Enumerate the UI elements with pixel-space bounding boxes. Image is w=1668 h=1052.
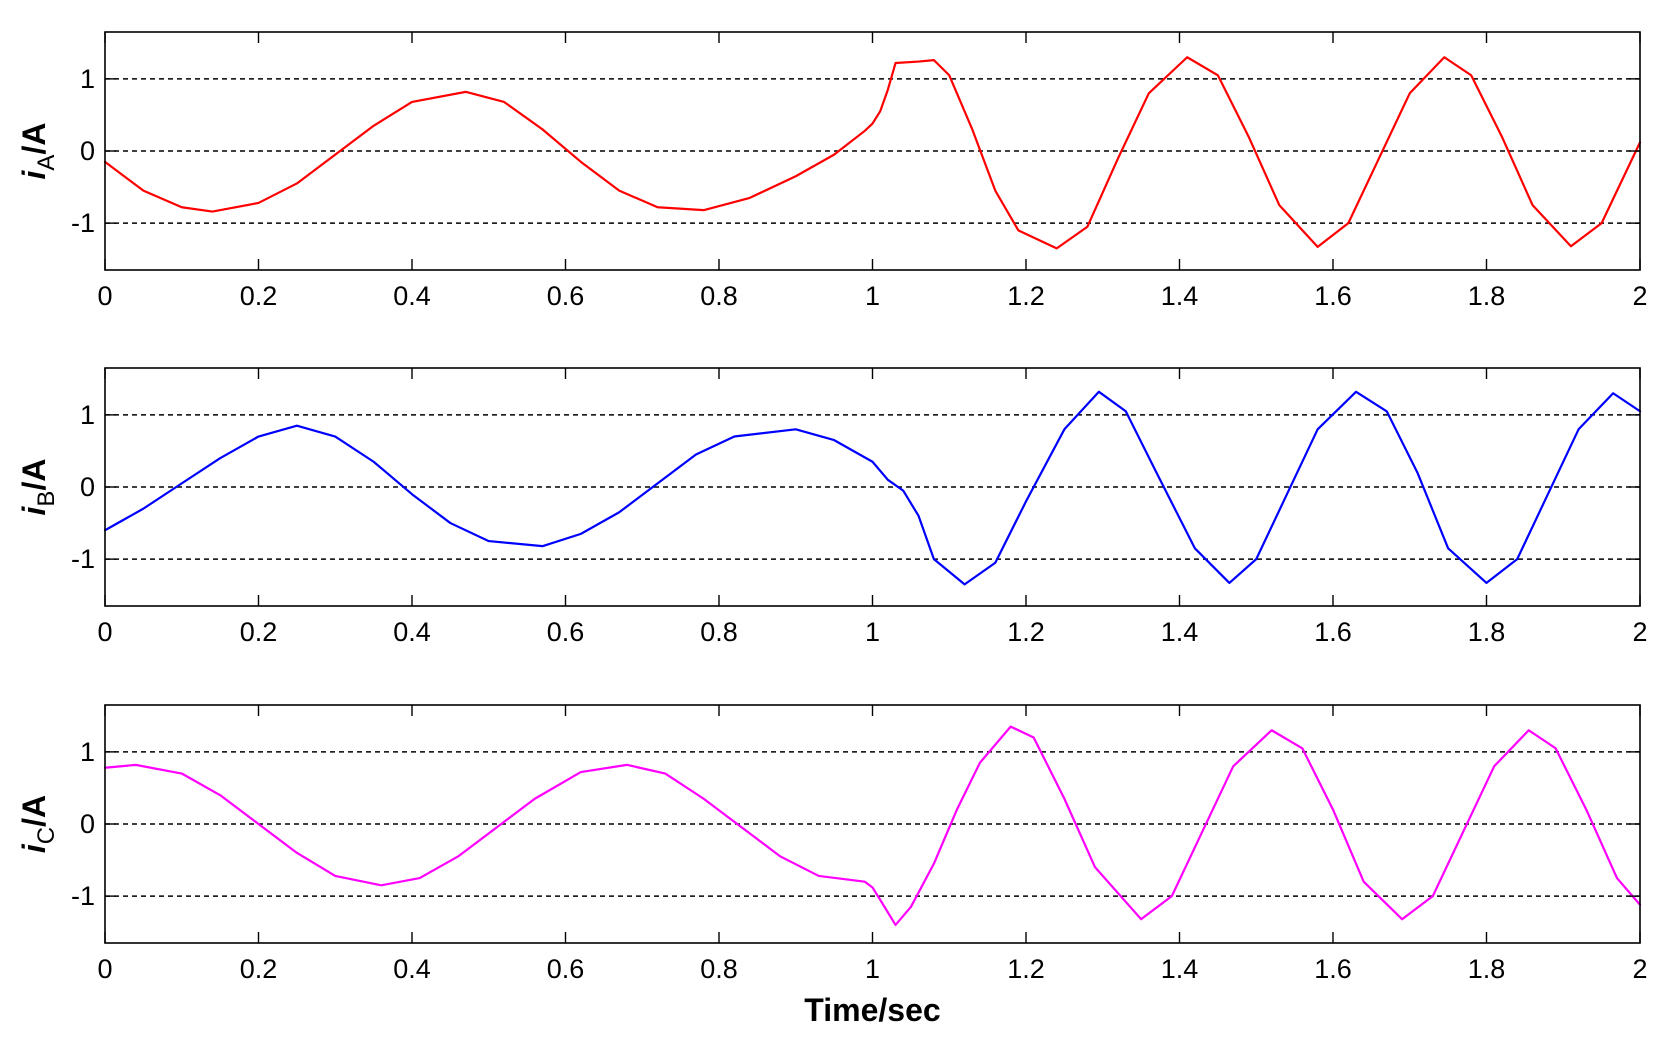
x-tick-label-6: 1.2 [1007, 281, 1045, 311]
subplot-1: 0 0.2 0.4 0.6 0.8 1 1.2 1.4 1.6 1.8 2 -1 0 1 iA/A [16, 31, 1648, 311]
x-tick-label-2: 0.4 [393, 954, 431, 984]
x-tick-label-8: 1.6 [1314, 281, 1352, 311]
x-tick-label-4: 0.8 [700, 617, 738, 647]
x-tick-label-4: 0.8 [700, 281, 738, 311]
series-line-1 [103, 725, 1642, 927]
x-axis-label: Time/sec [804, 992, 940, 1028]
y-tick-label-2: 1 [80, 400, 95, 430]
y-axis-label: iA/A [16, 123, 60, 180]
y-axis-label-symbol: i [16, 169, 52, 179]
x-tick-label-8: 1.6 [1314, 954, 1352, 984]
x-tick-label-2: 0.4 [393, 617, 431, 647]
series-line-1 [103, 390, 1642, 586]
series-line-1 [103, 56, 1642, 250]
x-tick-label-10: 2 [1632, 617, 1647, 647]
x-tick-label-9: 1.8 [1468, 954, 1506, 984]
x-tick-label-3: 0.6 [547, 617, 585, 647]
x-tick-label-3: 0.6 [547, 954, 585, 984]
y-tick-label-1: 0 [80, 136, 95, 166]
y-axis-label-symbol: i [16, 505, 52, 515]
x-tick-label-9: 1.8 [1468, 617, 1506, 647]
y-axis-label-subscript: A [33, 155, 60, 171]
x-tick-label-10: 2 [1632, 954, 1647, 984]
x-tick-label-7: 1.4 [1161, 954, 1199, 984]
x-tick-label-8: 1.6 [1314, 617, 1352, 647]
x-tick-label-0: 0 [97, 281, 112, 311]
y-axis-label-symbol: i [16, 843, 52, 853]
x-tick-label-10: 2 [1632, 281, 1647, 311]
x-tick-label-6: 1.2 [1007, 954, 1045, 984]
x-tick-label-4: 0.8 [700, 954, 738, 984]
subplot-3: 0 0.2 0.4 0.6 0.8 1 1.2 1.4 1.6 1.8 2 -1 0 1 iC/A Time/… [16, 704, 1648, 1028]
y-axis-label-unit: /A [16, 459, 52, 491]
x-tick-label-5: 1 [865, 281, 880, 311]
x-tick-label-7: 1.4 [1161, 617, 1199, 647]
y-tick-label-1: 0 [80, 809, 95, 839]
x-tick-label-1: 0.2 [240, 281, 278, 311]
x-tick-label-5: 1 [865, 617, 880, 647]
x-tick-label-3: 0.6 [547, 281, 585, 311]
x-tick-label-1: 0.2 [240, 617, 278, 647]
x-tick-label-6: 1.2 [1007, 617, 1045, 647]
y-tick-label-0: -1 [71, 881, 95, 911]
y-tick-label-2: 1 [80, 737, 95, 767]
x-tick-label-2: 0.4 [393, 281, 431, 311]
x-tick-label-9: 1.8 [1468, 281, 1506, 311]
y-tick-label-0: -1 [71, 208, 95, 238]
x-tick-label-1: 0.2 [240, 954, 278, 984]
y-tick-label-1: 0 [80, 472, 95, 502]
y-axis-label: iB/A [16, 459, 60, 516]
y-axis-label: iC/A [16, 795, 60, 853]
y-tick-label-0: -1 [71, 544, 95, 574]
y-tick-label-2: 1 [80, 64, 95, 94]
x-tick-label-0: 0 [97, 617, 112, 647]
x-tick-label-0: 0 [97, 954, 112, 984]
x-tick-label-5: 1 [865, 954, 880, 984]
y-axis-label-unit: /A [16, 123, 52, 155]
y-axis-label-unit: /A [16, 795, 52, 827]
subplot-2: 0 0.2 0.4 0.6 0.8 1 1.2 1.4 1.6 1.8 2 -1 0 1 iB/A [16, 367, 1648, 647]
y-axis-label-subscript: B [33, 491, 60, 507]
x-tick-label-7: 1.4 [1161, 281, 1199, 311]
y-axis-label-subscript: C [33, 827, 60, 844]
